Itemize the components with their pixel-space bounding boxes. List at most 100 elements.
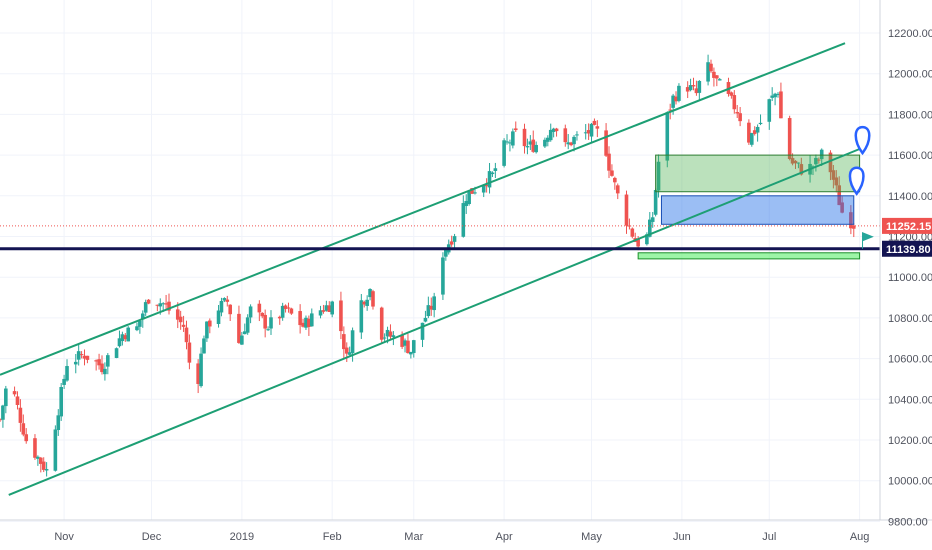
candle-body	[208, 320, 212, 327]
candle-body	[691, 85, 696, 87]
candle-body	[219, 300, 224, 313]
candle-body	[138, 320, 142, 327]
candle-body	[735, 112, 740, 114]
x-tick-label: Apr	[496, 531, 513, 543]
candle-body	[237, 313, 241, 343]
candle-body	[330, 301, 334, 315]
candle-body	[368, 289, 372, 298]
candle-body	[513, 128, 518, 131]
y-tick-label: 10400.00	[888, 394, 932, 406]
candle-body	[379, 307, 384, 340]
candle-body	[289, 308, 294, 314]
candle-body	[787, 118, 792, 159]
candle-body	[409, 351, 413, 355]
candle-body	[677, 85, 681, 101]
candle-body	[773, 93, 777, 98]
candle-body	[583, 132, 588, 134]
candle-body	[178, 316, 183, 323]
candle-body	[749, 133, 754, 145]
candle-body	[94, 360, 98, 362]
candle-body	[140, 313, 145, 320]
candle-body	[837, 185, 842, 206]
candle-body	[79, 354, 84, 356]
candle-body	[531, 139, 536, 152]
candle-body	[674, 96, 678, 102]
candle-body	[819, 149, 824, 160]
candle-body	[481, 185, 486, 193]
candle-body	[551, 128, 556, 132]
candle-body	[228, 304, 232, 315]
candle-body	[697, 80, 702, 93]
candle-body	[321, 310, 326, 312]
candle-body	[831, 170, 836, 180]
candle-body	[776, 93, 780, 95]
y-tick-label: 11400.00	[888, 191, 932, 203]
price-badge-label: 11139.80	[886, 244, 931, 256]
candle-body	[385, 329, 390, 337]
candle-body	[554, 128, 559, 132]
candle-body	[36, 456, 40, 459]
candle-body	[814, 157, 818, 165]
x-tick-label: May	[581, 531, 602, 543]
candle-body	[528, 141, 533, 145]
candle-body	[184, 327, 189, 343]
candle-body	[461, 203, 466, 237]
candle-body	[97, 359, 101, 366]
candle-body	[187, 342, 192, 363]
candle-body	[327, 305, 332, 312]
candle-body	[205, 321, 209, 339]
candle-body	[277, 316, 282, 319]
candle-body	[164, 303, 168, 305]
candle-body	[522, 128, 527, 147]
candle-body	[135, 326, 139, 331]
candle-body	[18, 407, 23, 423]
candle-body	[796, 162, 801, 164]
candle-body	[755, 126, 760, 133]
candle-body	[347, 352, 352, 355]
candle-body	[158, 303, 163, 307]
candle-body	[589, 123, 594, 137]
location-pin-icon	[854, 125, 871, 156]
candle-body	[181, 324, 186, 327]
candle-body	[615, 185, 620, 194]
candle-body	[62, 378, 66, 385]
candle-body	[266, 329, 270, 331]
candle-body	[441, 257, 445, 295]
candle-body	[0, 419, 2, 421]
candle-body	[508, 142, 512, 144]
y-tick-label: 11600.00	[888, 150, 932, 162]
candle-body	[650, 217, 655, 222]
zone-green	[655, 154, 861, 193]
candle-body	[767, 99, 772, 122]
candle-body	[117, 338, 122, 347]
candle-body	[146, 299, 151, 304]
grid-lines	[0, 0, 880, 522]
candle-body	[426, 305, 431, 317]
candle-body	[126, 327, 131, 342]
candle-body	[645, 234, 649, 245]
candle-body	[33, 438, 37, 458]
candle-body	[834, 177, 839, 186]
candle-body	[752, 130, 757, 134]
candle-body	[548, 129, 553, 141]
candle-body	[240, 335, 244, 345]
candle-body	[304, 317, 308, 328]
candle-body	[248, 306, 253, 318]
y-tick-label: 11800.00	[888, 109, 932, 121]
candle-body	[586, 130, 591, 134]
candle-body	[73, 361, 78, 365]
candle-body	[344, 347, 349, 354]
y-tick-label: 10800.00	[888, 313, 932, 325]
candle-body	[790, 158, 795, 164]
y-tick-label: 11000.00	[888, 272, 932, 284]
candle-body	[342, 334, 346, 350]
candle-body	[828, 152, 833, 173]
candle-body	[493, 168, 498, 171]
candle-body	[225, 299, 230, 302]
candle-body	[15, 396, 20, 405]
candle-body	[688, 85, 693, 91]
y-tick-label: 10200.00	[888, 435, 932, 447]
location-pin-icon	[848, 166, 865, 196]
